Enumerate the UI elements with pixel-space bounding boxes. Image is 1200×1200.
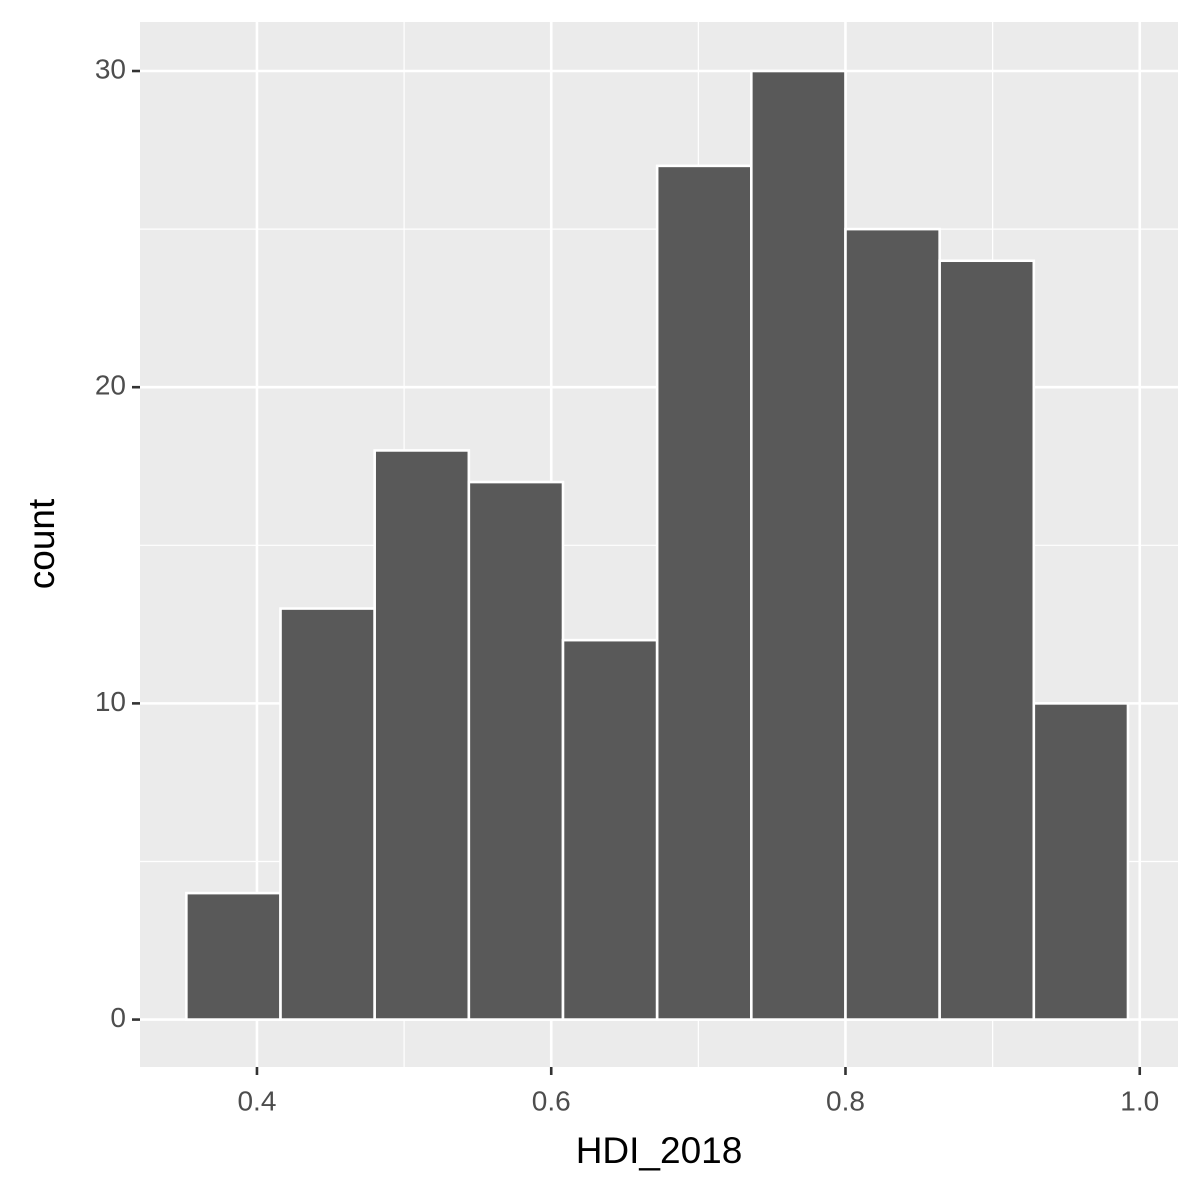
- y-tick-label: 10: [95, 686, 126, 717]
- histogram-bar: [373, 449, 471, 1021]
- histogram-bar: [938, 259, 1036, 1021]
- histogram-bar: [750, 69, 847, 1021]
- x-tick-label: 0.4: [237, 1085, 276, 1116]
- histogram-bar: [279, 607, 376, 1021]
- y-tick-label: 0: [110, 1002, 126, 1033]
- histogram-bar: [467, 480, 565, 1021]
- y-axis-title: count: [21, 498, 62, 589]
- x-axis-title: HDI_2018: [576, 1130, 743, 1171]
- histogram-bar: [561, 638, 659, 1021]
- histogram-bar: [844, 227, 941, 1021]
- histogram-bar: [185, 891, 282, 1021]
- x-tick-label: 0.8: [826, 1085, 865, 1116]
- histogram-bar: [655, 164, 753, 1021]
- y-tick-label: 20: [95, 370, 126, 401]
- y-tick-label: 30: [95, 53, 126, 84]
- bars: [185, 69, 1130, 1021]
- histogram-bar: [1032, 702, 1130, 1021]
- x-tick-label: 1.0: [1120, 1085, 1159, 1116]
- axes: 0.4 0.6 0.8 1.0 0 10 20 30: [95, 53, 1159, 1116]
- x-tick-label: 0.6: [532, 1085, 571, 1116]
